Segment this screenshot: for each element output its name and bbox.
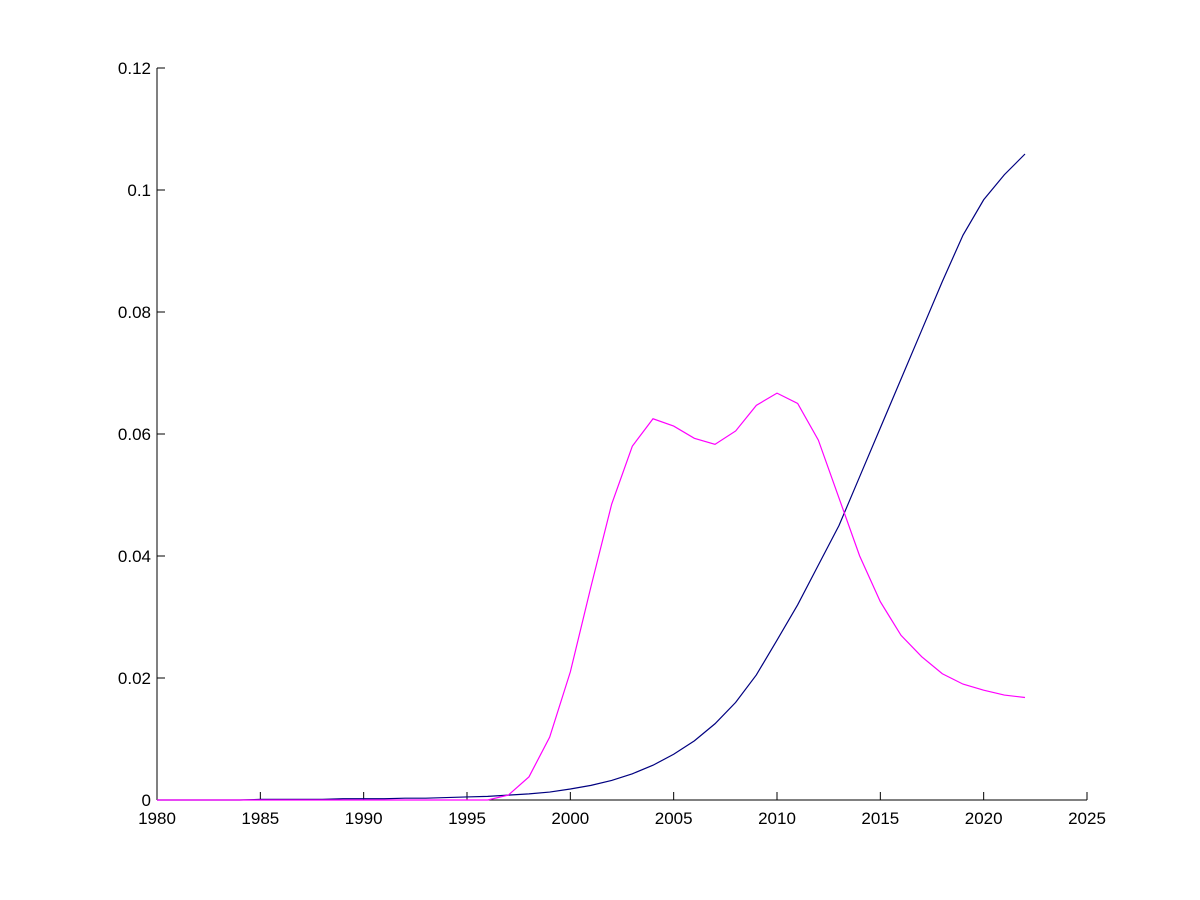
x-tick-label: 1980: [138, 809, 176, 828]
x-tick-label: 2005: [655, 809, 693, 828]
series-line: [157, 392, 1026, 801]
y-tick-label: 0.1: [127, 181, 151, 200]
x-tick-label: 1995: [448, 809, 486, 828]
x-tick-label: 2010: [758, 809, 796, 828]
y-tick-label: 0.02: [118, 669, 151, 688]
series-line: [157, 153, 1026, 801]
x-tick-label: 2015: [861, 809, 899, 828]
y-tick-label: 0: [142, 791, 151, 810]
y-tick-label: 0.12: [118, 59, 151, 78]
y-tick-label: 0.06: [118, 425, 151, 444]
x-tick-label: 2000: [551, 809, 589, 828]
x-tick-label: 1990: [345, 809, 383, 828]
y-tick-label: 0.08: [118, 303, 151, 322]
x-tick-label: 1985: [241, 809, 279, 828]
x-tick-label: 2025: [1068, 809, 1106, 828]
x-tick-label: 2020: [965, 809, 1003, 828]
y-tick-label: 0.04: [118, 547, 151, 566]
